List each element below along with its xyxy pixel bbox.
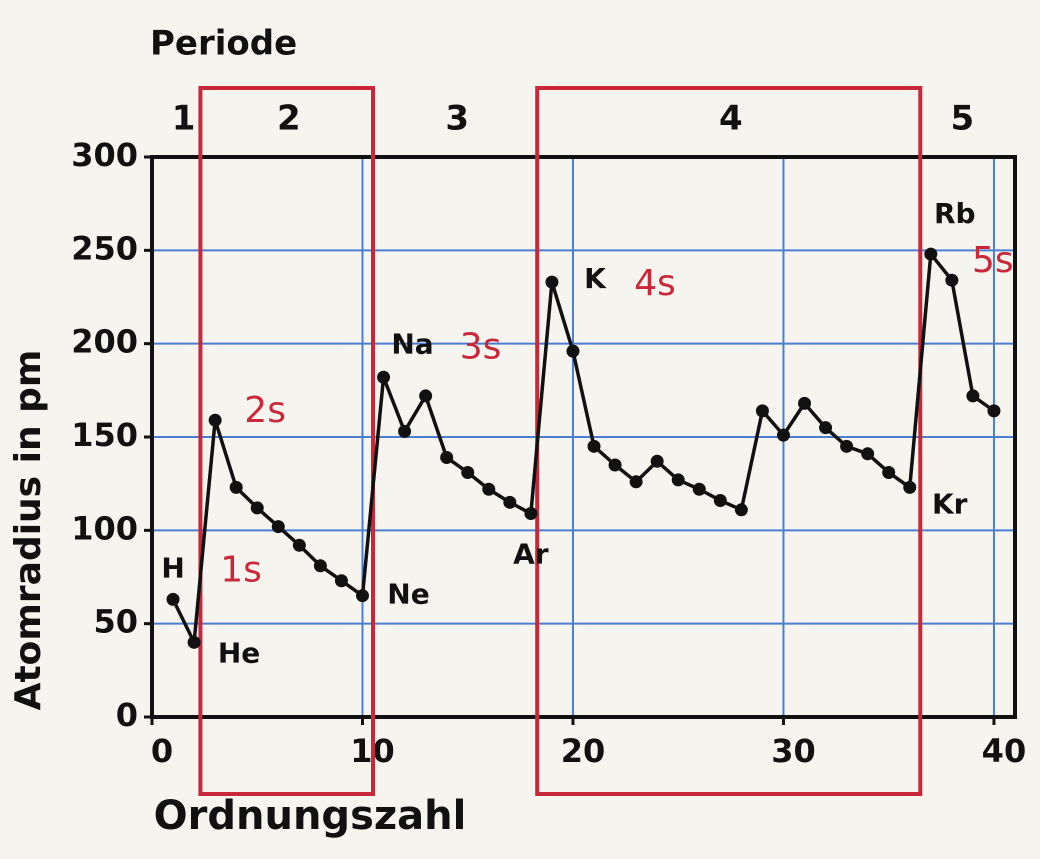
y-tick-label: 250 xyxy=(71,229,138,267)
data-point xyxy=(650,454,664,468)
x-tick-label: 30 xyxy=(771,732,816,770)
y-tick-label: 300 xyxy=(71,136,138,174)
orbital-label: 2s xyxy=(244,390,286,431)
data-point xyxy=(882,465,896,479)
orbital-label: 3s xyxy=(460,326,502,367)
element-label: H xyxy=(161,551,184,584)
data-point xyxy=(987,404,1001,418)
data-point xyxy=(524,507,538,521)
data-point xyxy=(840,439,854,453)
element-label: Ar xyxy=(513,538,549,571)
data-point xyxy=(166,592,180,606)
data-point xyxy=(966,389,980,403)
data-point xyxy=(419,389,433,403)
data-point xyxy=(734,503,748,517)
data-point xyxy=(587,439,601,453)
data-line xyxy=(171,252,995,645)
orbital-label: 4s xyxy=(634,263,676,304)
data-point xyxy=(440,451,454,465)
x-tick-label: 0 xyxy=(151,732,173,770)
data-point xyxy=(819,421,833,435)
y-tick-label: 50 xyxy=(93,603,138,641)
element-label: Kr xyxy=(932,487,968,520)
data-point xyxy=(271,520,285,534)
element-label: He xyxy=(218,636,260,669)
data-point xyxy=(566,344,580,358)
data-point xyxy=(608,458,622,472)
y-tick-label: 0 xyxy=(116,696,138,734)
data-point xyxy=(798,396,812,410)
y-axis-label: Atomradius in pm xyxy=(8,350,49,711)
data-point xyxy=(229,480,243,494)
period-label: 5 xyxy=(951,99,975,139)
element-label: Ne xyxy=(387,578,429,611)
y-tick-label: 100 xyxy=(71,509,138,547)
x-tick-label: 20 xyxy=(561,732,606,770)
data-point xyxy=(377,370,391,384)
data-point xyxy=(208,413,222,427)
data-point xyxy=(355,589,369,603)
element-label: Na xyxy=(391,327,433,360)
data-point xyxy=(671,473,685,487)
data-point xyxy=(250,501,264,515)
y-tick-label: 150 xyxy=(71,416,138,454)
element-label: Rb xyxy=(934,197,976,230)
data-point xyxy=(713,493,727,507)
data-point xyxy=(629,475,643,489)
data-point xyxy=(334,574,348,588)
period-label: 4 xyxy=(719,99,743,139)
data-point xyxy=(461,465,475,479)
data-point xyxy=(924,247,938,261)
y-tick-label: 200 xyxy=(71,323,138,361)
data-point xyxy=(692,482,706,496)
x-axis-label: Ordnungszahl xyxy=(154,793,467,839)
orbital-label: 5s xyxy=(972,240,1014,281)
period-label: 2 xyxy=(277,99,301,139)
data-point xyxy=(313,559,327,573)
element-label: K xyxy=(584,262,607,295)
data-point xyxy=(861,447,875,461)
x-tick-label: 40 xyxy=(982,732,1027,770)
data-point xyxy=(503,495,517,509)
data-point xyxy=(482,482,496,496)
data-point xyxy=(292,538,306,552)
data-point xyxy=(945,273,959,287)
period-label: 3 xyxy=(445,99,469,139)
orbital-label: 1s xyxy=(220,549,262,590)
data-point xyxy=(187,635,201,649)
data-point xyxy=(398,424,412,438)
data-point xyxy=(545,275,559,289)
period-label: 1 xyxy=(172,99,196,139)
data-point xyxy=(755,404,769,418)
data-point xyxy=(903,480,917,494)
period-highlight xyxy=(198,86,376,796)
data-point xyxy=(776,428,790,442)
period-title: Periode xyxy=(150,24,297,64)
